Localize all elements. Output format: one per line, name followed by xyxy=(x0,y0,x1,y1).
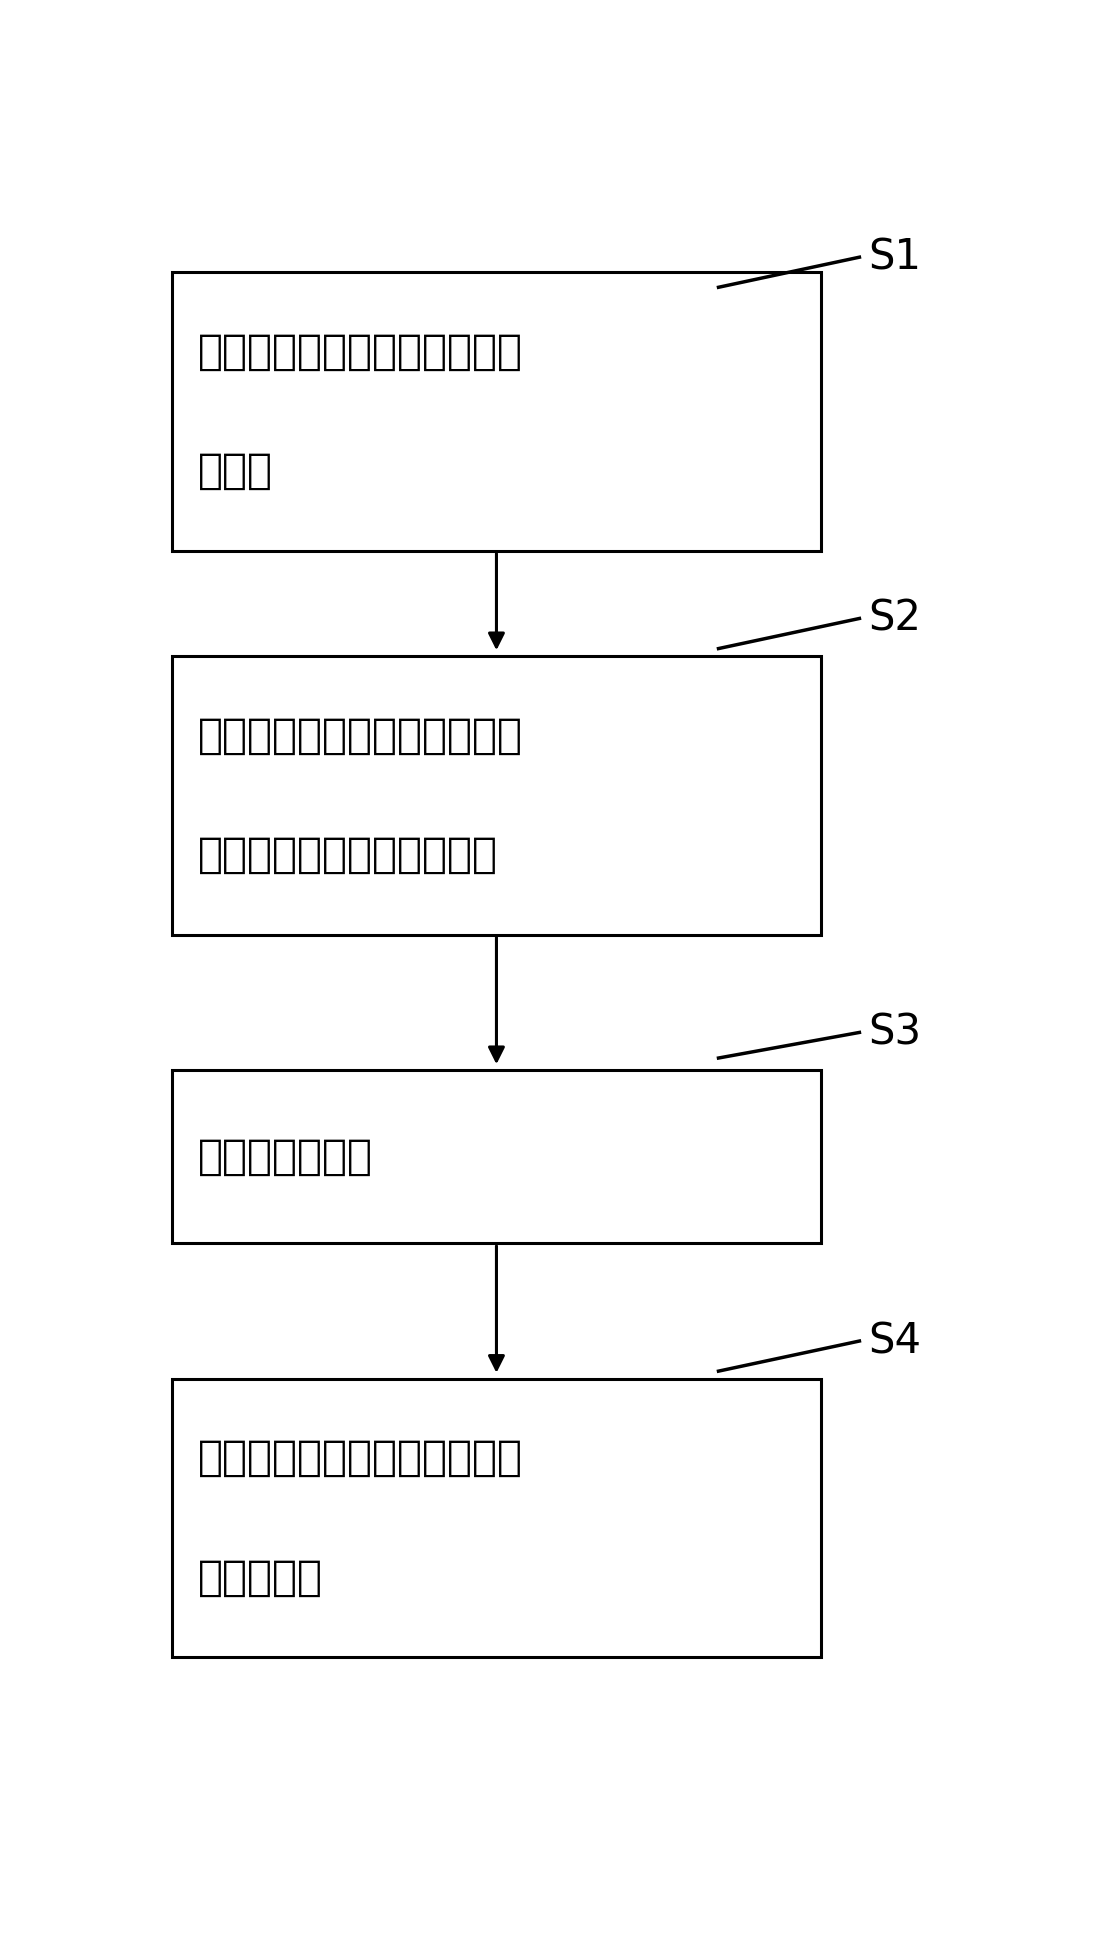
Bar xyxy=(172,272,821,551)
Bar xyxy=(172,657,821,934)
Text: 误差预测及校正: 误差预测及校正 xyxy=(197,1136,372,1177)
Text: S4: S4 xyxy=(868,1320,921,1363)
Text: 采用最小二乘支持向量机对分: 采用最小二乘支持向量机对分 xyxy=(197,716,522,757)
Text: 通过调整占空比对开关电源进: 通过调整占空比对开关电源进 xyxy=(197,1437,522,1480)
Text: S3: S3 xyxy=(868,1011,921,1054)
Text: 解后的信号进行训练和预测: 解后的信号进行训练和预测 xyxy=(197,835,497,876)
Bar xyxy=(172,1378,821,1658)
Text: S2: S2 xyxy=(868,598,921,639)
Text: S1: S1 xyxy=(868,237,921,278)
Text: 行温漂补偿: 行温漂补偿 xyxy=(197,1556,323,1599)
Bar xyxy=(172,1069,821,1243)
Text: 压数据: 压数据 xyxy=(197,450,272,493)
Text: 提升小波分解开关电源输出电: 提升小波分解开关电源输出电 xyxy=(197,330,522,373)
